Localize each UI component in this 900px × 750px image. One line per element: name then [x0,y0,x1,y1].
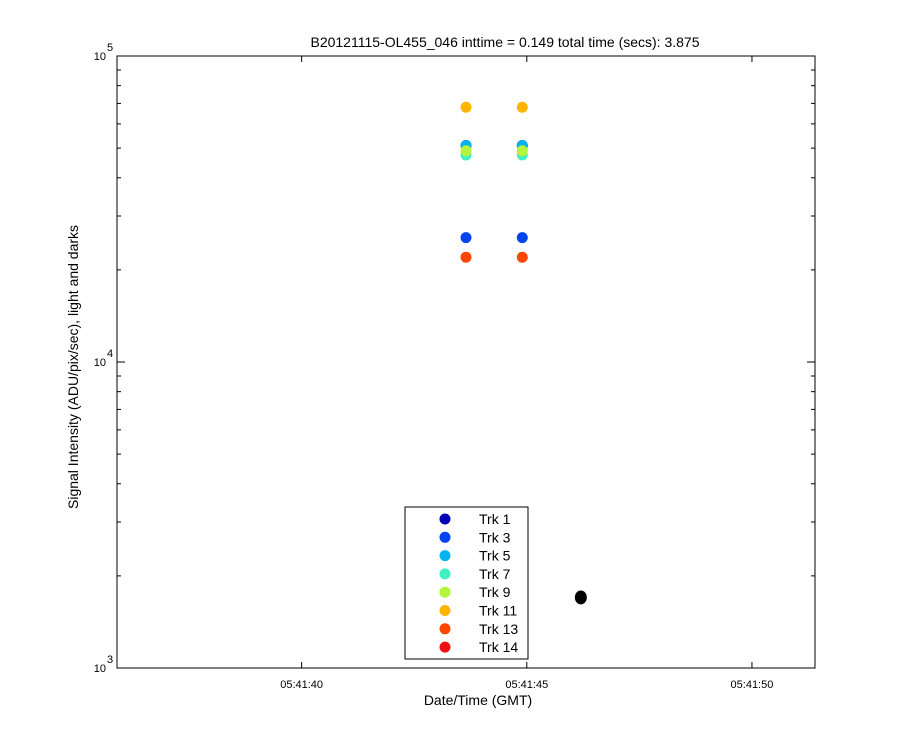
legend-label: Trk 14 [479,639,518,655]
data-points [405,101,587,605]
legend-label: Trk 9 [479,584,511,600]
data-point-trk-9 [516,145,528,157]
x-tick-label: 05:41:40 [280,679,323,691]
legend: Trk 1 Trk 3 Trk 5 Trk 7 Trk 9 Trk 11 Trk 13 Trk… [404,506,529,660]
legend-marker [439,531,451,543]
legend-box [404,506,529,660]
legend-marker [439,568,451,580]
y-tick-label-exponent: 4 [107,348,113,360]
x-axis-label: Date/Time (GMT) [424,692,532,708]
data-point-trk-9 [460,145,472,157]
y-axis-label: Signal Intensity (ADU/pix/sec), light an… [65,225,81,509]
legend-label: Trk 5 [479,548,511,564]
legend-marker [439,623,451,635]
y-tick-label-base: 10 [94,357,106,369]
y-tick-label-base: 10 [94,51,106,63]
data-point-trk-13 [516,251,528,263]
data-point-trk-3 [516,232,528,244]
legend-marker [439,550,451,562]
legend-marker [439,641,451,653]
data-point-trk-3 [460,232,472,244]
legend-label: Trk 11 [479,603,517,619]
legend-marker [439,513,451,525]
legend-label: Trk 1 [479,511,511,527]
y-tick-label-exponent: 3 [107,654,113,666]
legend-label: Trk 13 [479,621,518,637]
legend-marker [439,605,451,616]
x-tick-label: 05:41:45 [505,679,548,691]
legend-label: Trk 3 [479,529,511,545]
x-tick-label: 05:41:50 [731,679,774,691]
data-point-trk-11 [460,101,472,113]
legend-label: Trk 7 [479,566,511,582]
dark-point [574,590,587,605]
data-point-trk-11 [516,101,528,113]
y-tick-label-base: 10 [94,663,106,675]
chart-title: B20121115-OL455_046 inttime = 0.149 tota… [310,34,699,50]
y-tick-label-exponent: 5 [107,42,113,54]
data-point-trk-13 [460,251,472,263]
legend-marker [439,586,451,598]
